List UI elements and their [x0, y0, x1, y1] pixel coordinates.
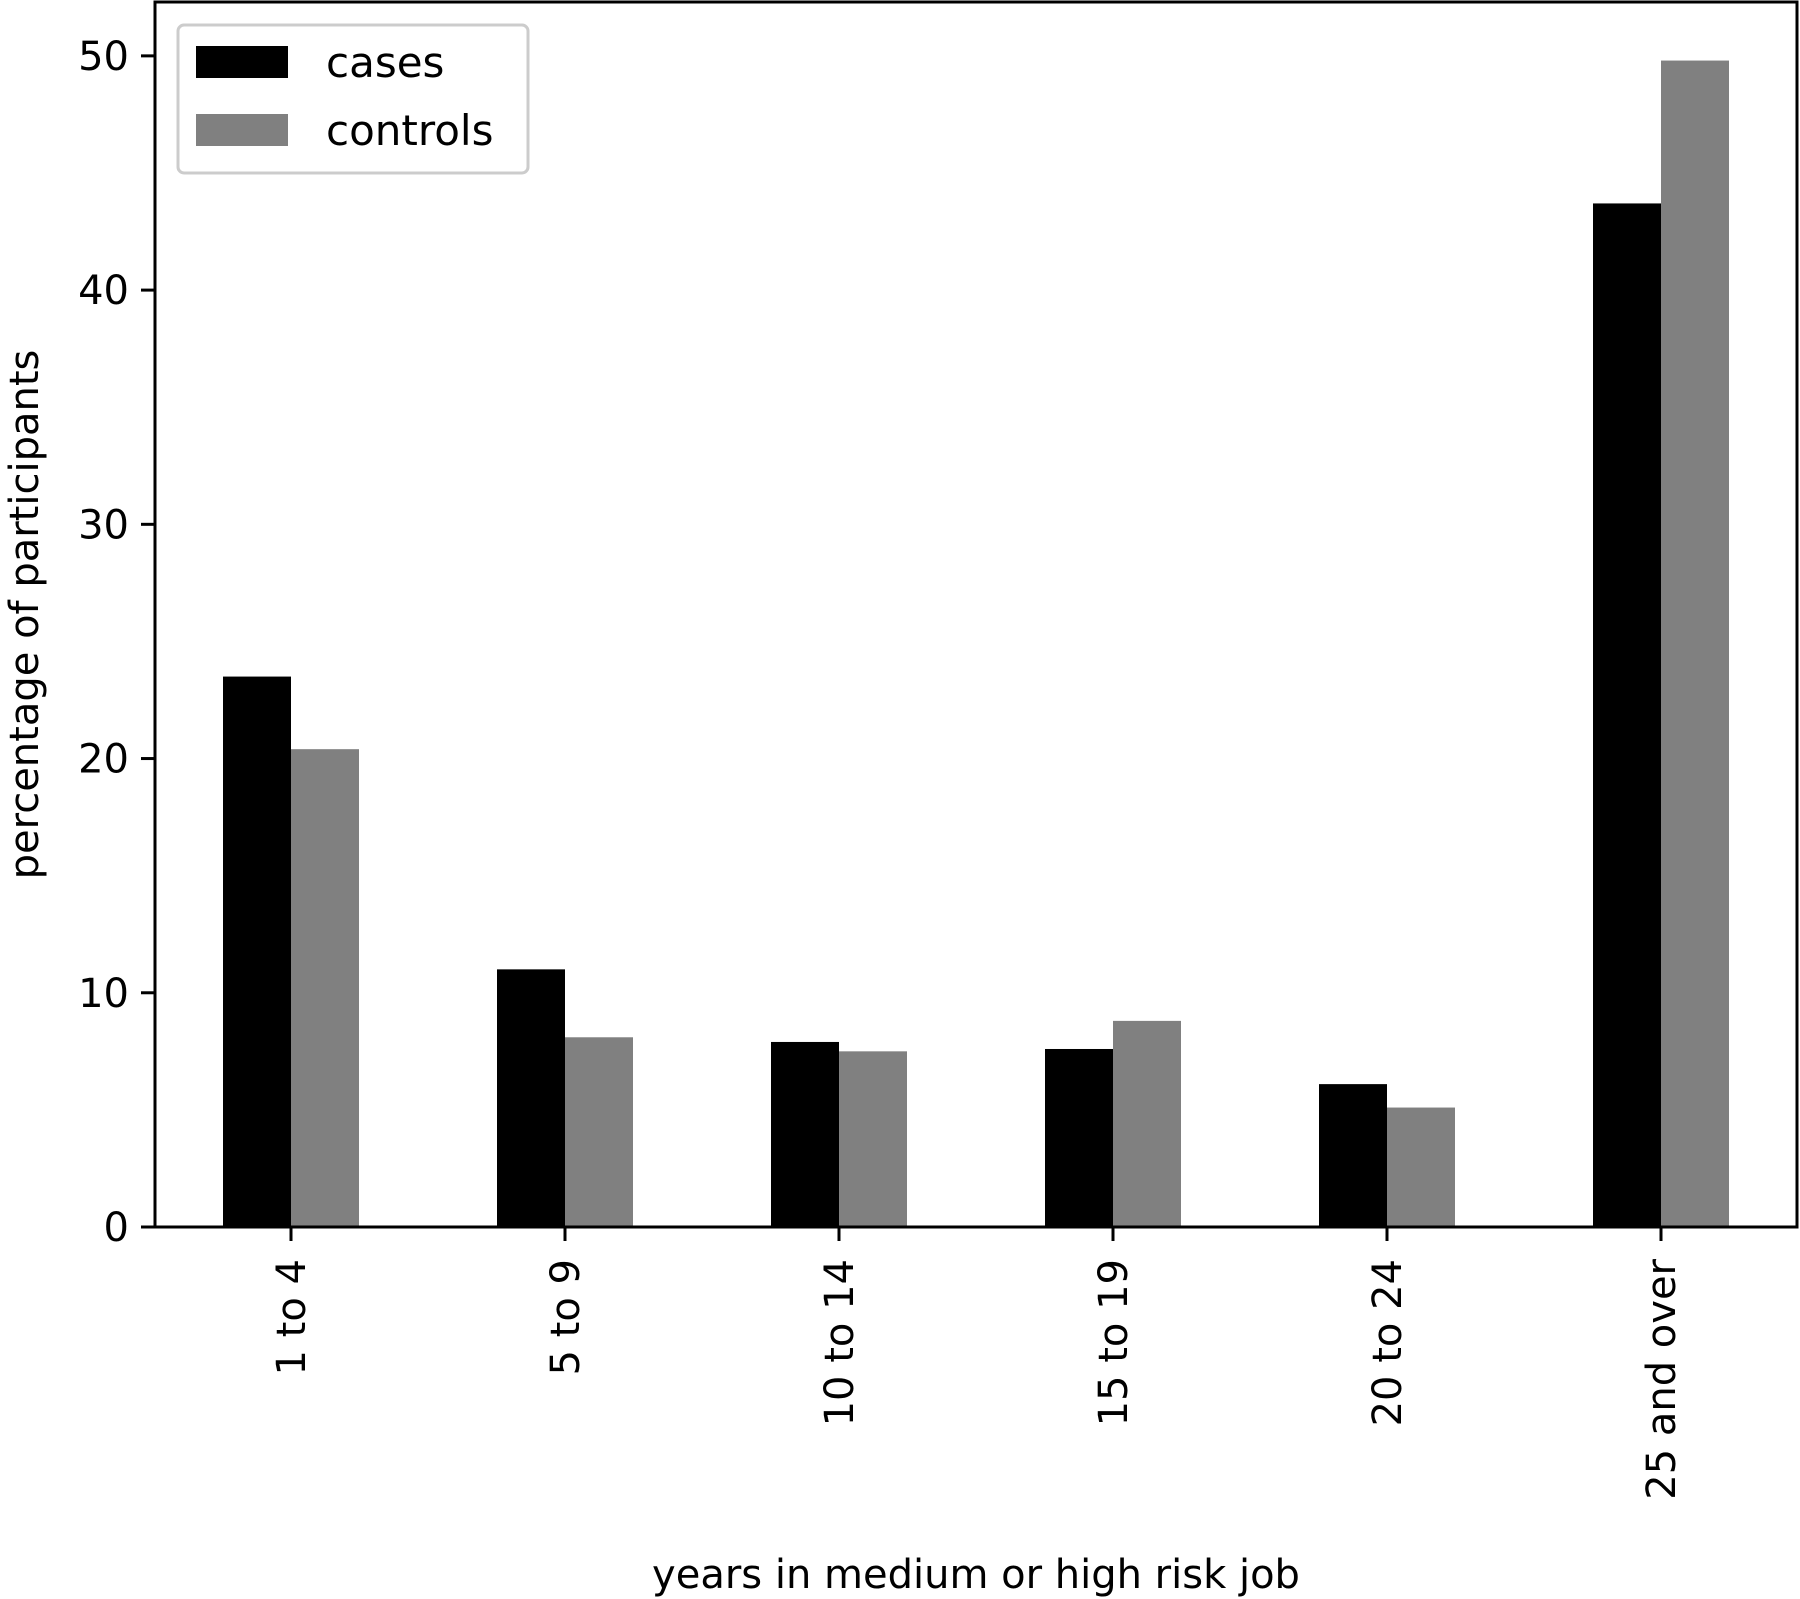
legend-swatch-controls: [196, 114, 288, 146]
legend-label-controls: controls: [326, 106, 493, 155]
x-axis-title: years in medium or high risk job: [652, 1552, 1300, 1598]
y-axis-title: percentage of participants: [2, 350, 48, 880]
legend-label-cases: cases: [326, 38, 444, 87]
bar-cases-2: [771, 1041, 839, 1227]
y-tick-label: 20: [78, 737, 129, 783]
bar-cases-4: [1319, 1084, 1387, 1227]
legend: cases controls: [176, 23, 530, 175]
bar-controls-0: [291, 749, 359, 1227]
y-tick-label: 30: [78, 502, 129, 548]
x-tick-label: 5 to 9: [543, 1259, 589, 1375]
y-tick-label: 10: [78, 971, 129, 1017]
x-tick-label: 20 to 24: [1365, 1259, 1411, 1426]
y-tick-label: 0: [104, 1205, 129, 1251]
x-tick-label: 15 to 19: [1091, 1259, 1137, 1426]
legend-swatch-cases: [196, 46, 288, 78]
x-tick-label: 1 to 4: [269, 1259, 315, 1375]
bar-cases-1: [497, 969, 565, 1227]
y-tick-label: 50: [78, 34, 129, 80]
bar-controls-3: [1113, 1020, 1181, 1227]
plot-frame: [153, 0, 1799, 1229]
y-axis-ticks: 0 10 20 30 40 50: [78, 34, 155, 1251]
bar-controls-5: [1661, 60, 1729, 1228]
x-tick-label: 10 to 14: [817, 1259, 863, 1426]
x-tick-label: 25 and over: [1639, 1258, 1685, 1499]
bar-controls-1: [565, 1037, 633, 1227]
bar-controls-4: [1387, 1107, 1455, 1227]
bar-cases-3: [1045, 1048, 1113, 1227]
x-axis-ticks: 1 to 4 5 to 9 10 to 14 15 to 19 20 to 24 25 a…: [269, 1227, 1685, 1500]
bar-controls-2: [839, 1051, 907, 1227]
y-tick-label: 40: [78, 268, 129, 314]
bar-cases-5: [1593, 203, 1661, 1228]
bar-cases-0: [223, 676, 291, 1227]
bars-layer: [223, 60, 1729, 1228]
